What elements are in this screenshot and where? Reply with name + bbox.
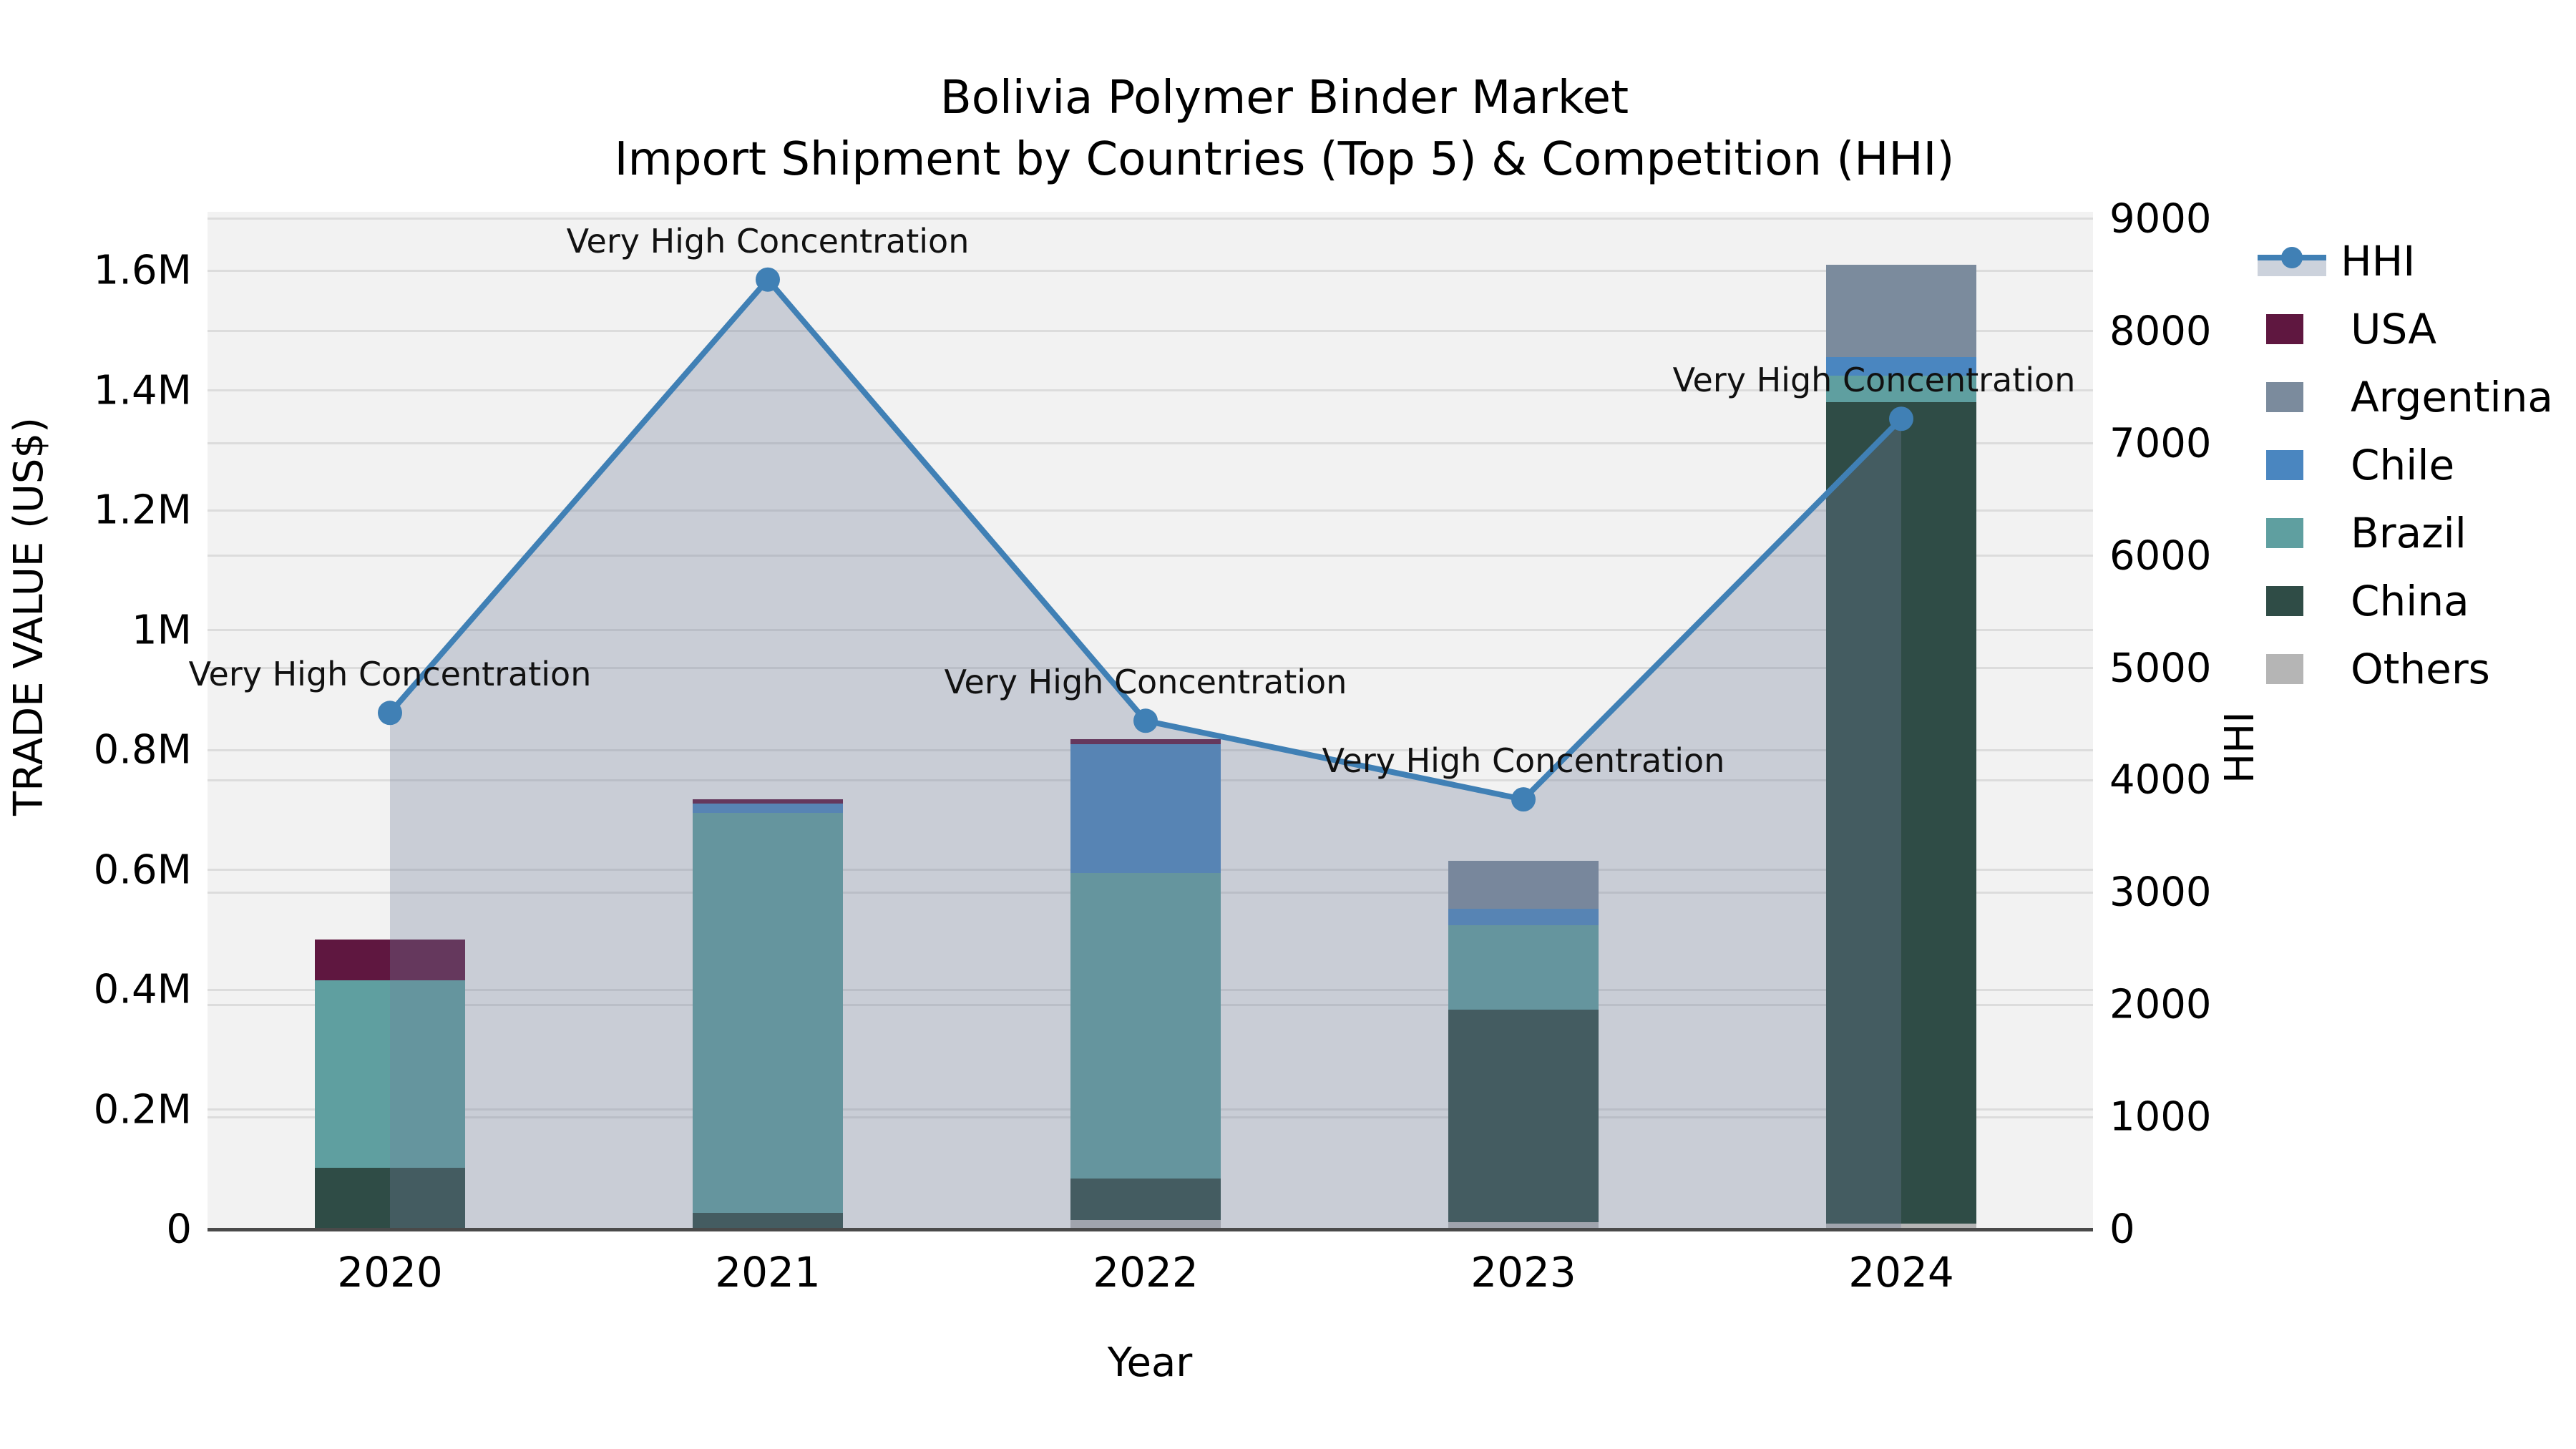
brazil-color-swatch-icon <box>2266 518 2303 548</box>
bar-segment-2024-others <box>1826 1223 1976 1229</box>
gridline <box>208 629 2093 631</box>
gridline <box>208 442 2093 445</box>
gridline <box>208 218 2093 220</box>
x-axis-label: Year <box>1107 1340 1193 1386</box>
x-axis-line <box>208 1228 2093 1231</box>
legend-label: Brazil <box>2351 509 2467 557</box>
gridline <box>208 509 2093 512</box>
legend-label: Argentina <box>2351 373 2553 421</box>
legend-label: USA <box>2351 305 2437 353</box>
y-left-tick-label: 1M <box>132 607 192 653</box>
y-right-tick-label: 8000 <box>2109 308 2212 355</box>
y-right-tick-label: 7000 <box>2109 420 2212 467</box>
y-right-tick-label: 2000 <box>2109 981 2212 1028</box>
annotation-2020: Very High Concentration <box>188 655 592 694</box>
bar-segment-2020-usa <box>315 939 465 980</box>
y-left-tick-label: 0.8M <box>93 726 192 774</box>
bar-segment-2023-argentina <box>1448 860 1599 909</box>
hhi-line-swatch-icon <box>2258 246 2326 276</box>
annotation-2022: Very High Concentration <box>944 663 1347 702</box>
legend-label: China <box>2351 577 2469 625</box>
bar-segment-2022-usa <box>1070 738 1221 744</box>
legend-item-china[interactable]: China <box>2258 576 2469 626</box>
y-right-tick-label: 3000 <box>2109 869 2212 916</box>
y-right-axis-label: HHI <box>2217 711 2263 784</box>
legend-label: Chile <box>2351 441 2455 489</box>
legend-label: Others <box>2351 645 2490 693</box>
bar-segment-2023-brazil <box>1448 925 1599 1010</box>
x-tick-label-2021: 2021 <box>715 1248 821 1297</box>
y-right-tick-label: 6000 <box>2109 532 2212 580</box>
legend-item-hhi[interactable]: HHI <box>2258 236 2415 286</box>
y-right-tick-label: 0 <box>2109 1206 2135 1253</box>
others-color-swatch-icon <box>2266 654 2303 684</box>
bar-segment-2023-others <box>1448 1221 1599 1229</box>
china-color-swatch-icon <box>2266 586 2303 616</box>
gridline <box>208 330 2093 333</box>
chile-color-swatch-icon <box>2266 450 2303 480</box>
bar-segment-2022-brazil <box>1070 872 1221 1179</box>
bar-segment-2021-usa <box>693 799 843 804</box>
x-tick-label-2022: 2022 <box>1093 1248 1199 1297</box>
y-left-tick-label: 0 <box>166 1206 192 1253</box>
legend-item-argentina[interactable]: Argentina <box>2258 372 2553 422</box>
gridline <box>208 269 2093 272</box>
y-right-tick-label: 5000 <box>2109 645 2212 692</box>
bar-segment-2021-brazil <box>693 812 843 1214</box>
y-left-tick-label: 0.4M <box>93 966 192 1013</box>
x-tick-label-2024: 2024 <box>1848 1248 1954 1297</box>
chart-title-line1: Bolivia Polymer Binder Market <box>940 72 1629 125</box>
bar-segment-2020-brazil <box>315 980 465 1168</box>
annotation-2023: Very High Concentration <box>1322 741 1725 781</box>
annotation-2024: Very High Concentration <box>1672 361 2076 400</box>
y-left-tick-label: 1.6M <box>93 247 192 294</box>
legend-item-usa[interactable]: USA <box>2258 304 2436 354</box>
y-right-tick-label: 4000 <box>2109 756 2212 804</box>
bar-segment-2023-chile <box>1448 908 1599 926</box>
bar-segment-2021-chile <box>693 804 843 813</box>
bar-segment-2022-chile <box>1070 743 1221 873</box>
bar-segment-2021-china <box>693 1213 843 1229</box>
bar-segment-2020-china <box>315 1167 465 1229</box>
y-right-tick-label: 9000 <box>2109 195 2212 243</box>
bar-segment-2024-china <box>1826 402 1976 1224</box>
bar-segment-2022-china <box>1070 1178 1221 1221</box>
y-left-tick-label: 0.2M <box>93 1086 192 1133</box>
chart-title-line2: Import Shipment by Countries (Top 5) & C… <box>614 133 1955 186</box>
y-left-tick-label: 1.2M <box>93 487 192 534</box>
gridline <box>208 555 2093 557</box>
y-left-axis-label: TRADE VALUE (US$) <box>6 417 52 816</box>
usa-color-swatch-icon <box>2266 314 2303 344</box>
y-left-tick-label: 0.6M <box>93 847 192 893</box>
y-right-tick-label: 1000 <box>2109 1093 2212 1141</box>
argentina-color-swatch-icon <box>2266 382 2303 412</box>
bar-segment-2024-argentina <box>1826 264 1976 358</box>
y-left-tick-label: 1.4M <box>93 367 192 414</box>
x-tick-label-2023: 2023 <box>1470 1248 1576 1297</box>
annotation-2021: Very High Concentration <box>566 221 970 260</box>
legend-item-chile[interactable]: Chile <box>2258 440 2454 490</box>
legend-label: HHI <box>2341 237 2416 286</box>
legend-item-others[interactable]: Others <box>2258 644 2490 694</box>
bar-segment-2023-china <box>1448 1009 1599 1222</box>
bar-segment-2022-others <box>1070 1220 1221 1229</box>
x-tick-label-2020: 2020 <box>337 1248 443 1297</box>
legend-item-brazil[interactable]: Brazil <box>2258 508 2467 558</box>
